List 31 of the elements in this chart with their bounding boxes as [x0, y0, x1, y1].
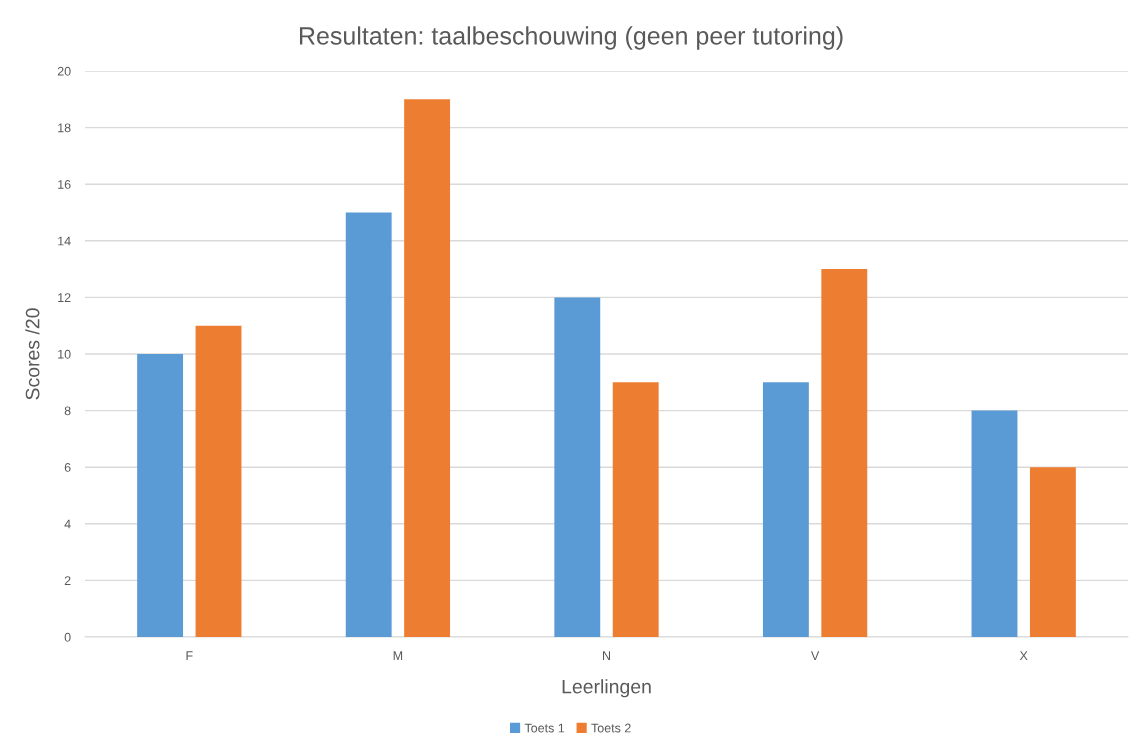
y-tick-label: 12: [58, 293, 71, 302]
y-tick-label: 8: [64, 406, 71, 416]
y-tick-label: 18: [58, 123, 71, 133]
legend-label: Toets 2: [591, 723, 631, 733]
y-tick-label: 2: [64, 576, 71, 585]
y-tick-label: 10: [58, 349, 71, 359]
bar: [1029, 467, 1076, 637]
y-tick-label: 20: [57, 66, 71, 76]
legend-label: Toets 1: [524, 723, 565, 733]
bar: [971, 410, 1018, 637]
x-tick-label: F: [186, 651, 193, 660]
x-tick-label: V: [810, 651, 820, 660]
x-tick-label: X: [1019, 651, 1028, 660]
bar: [554, 297, 601, 637]
bar: [195, 325, 242, 637]
x-axis-title: Leerlingen: [562, 679, 651, 698]
y-tick-label: 14: [58, 236, 71, 246]
bar: [762, 382, 809, 637]
bar: [612, 382, 659, 637]
y-tick-label: 6: [64, 463, 71, 472]
y-tick-label: 0: [64, 632, 71, 642]
y-tick-label: 4: [64, 519, 71, 529]
x-tick-label: M: [393, 651, 403, 660]
chart-title: Resultaten: taalbeschouwing (geen peer tutoring): [299, 26, 843, 50]
y-tick-label: 16: [58, 180, 71, 189]
bar: [345, 212, 392, 637]
bar: [137, 354, 184, 637]
bar: [821, 269, 868, 637]
y-axis-title: Scores /20: [25, 308, 40, 400]
bar: [404, 99, 451, 637]
x-tick-label: N: [603, 651, 610, 660]
